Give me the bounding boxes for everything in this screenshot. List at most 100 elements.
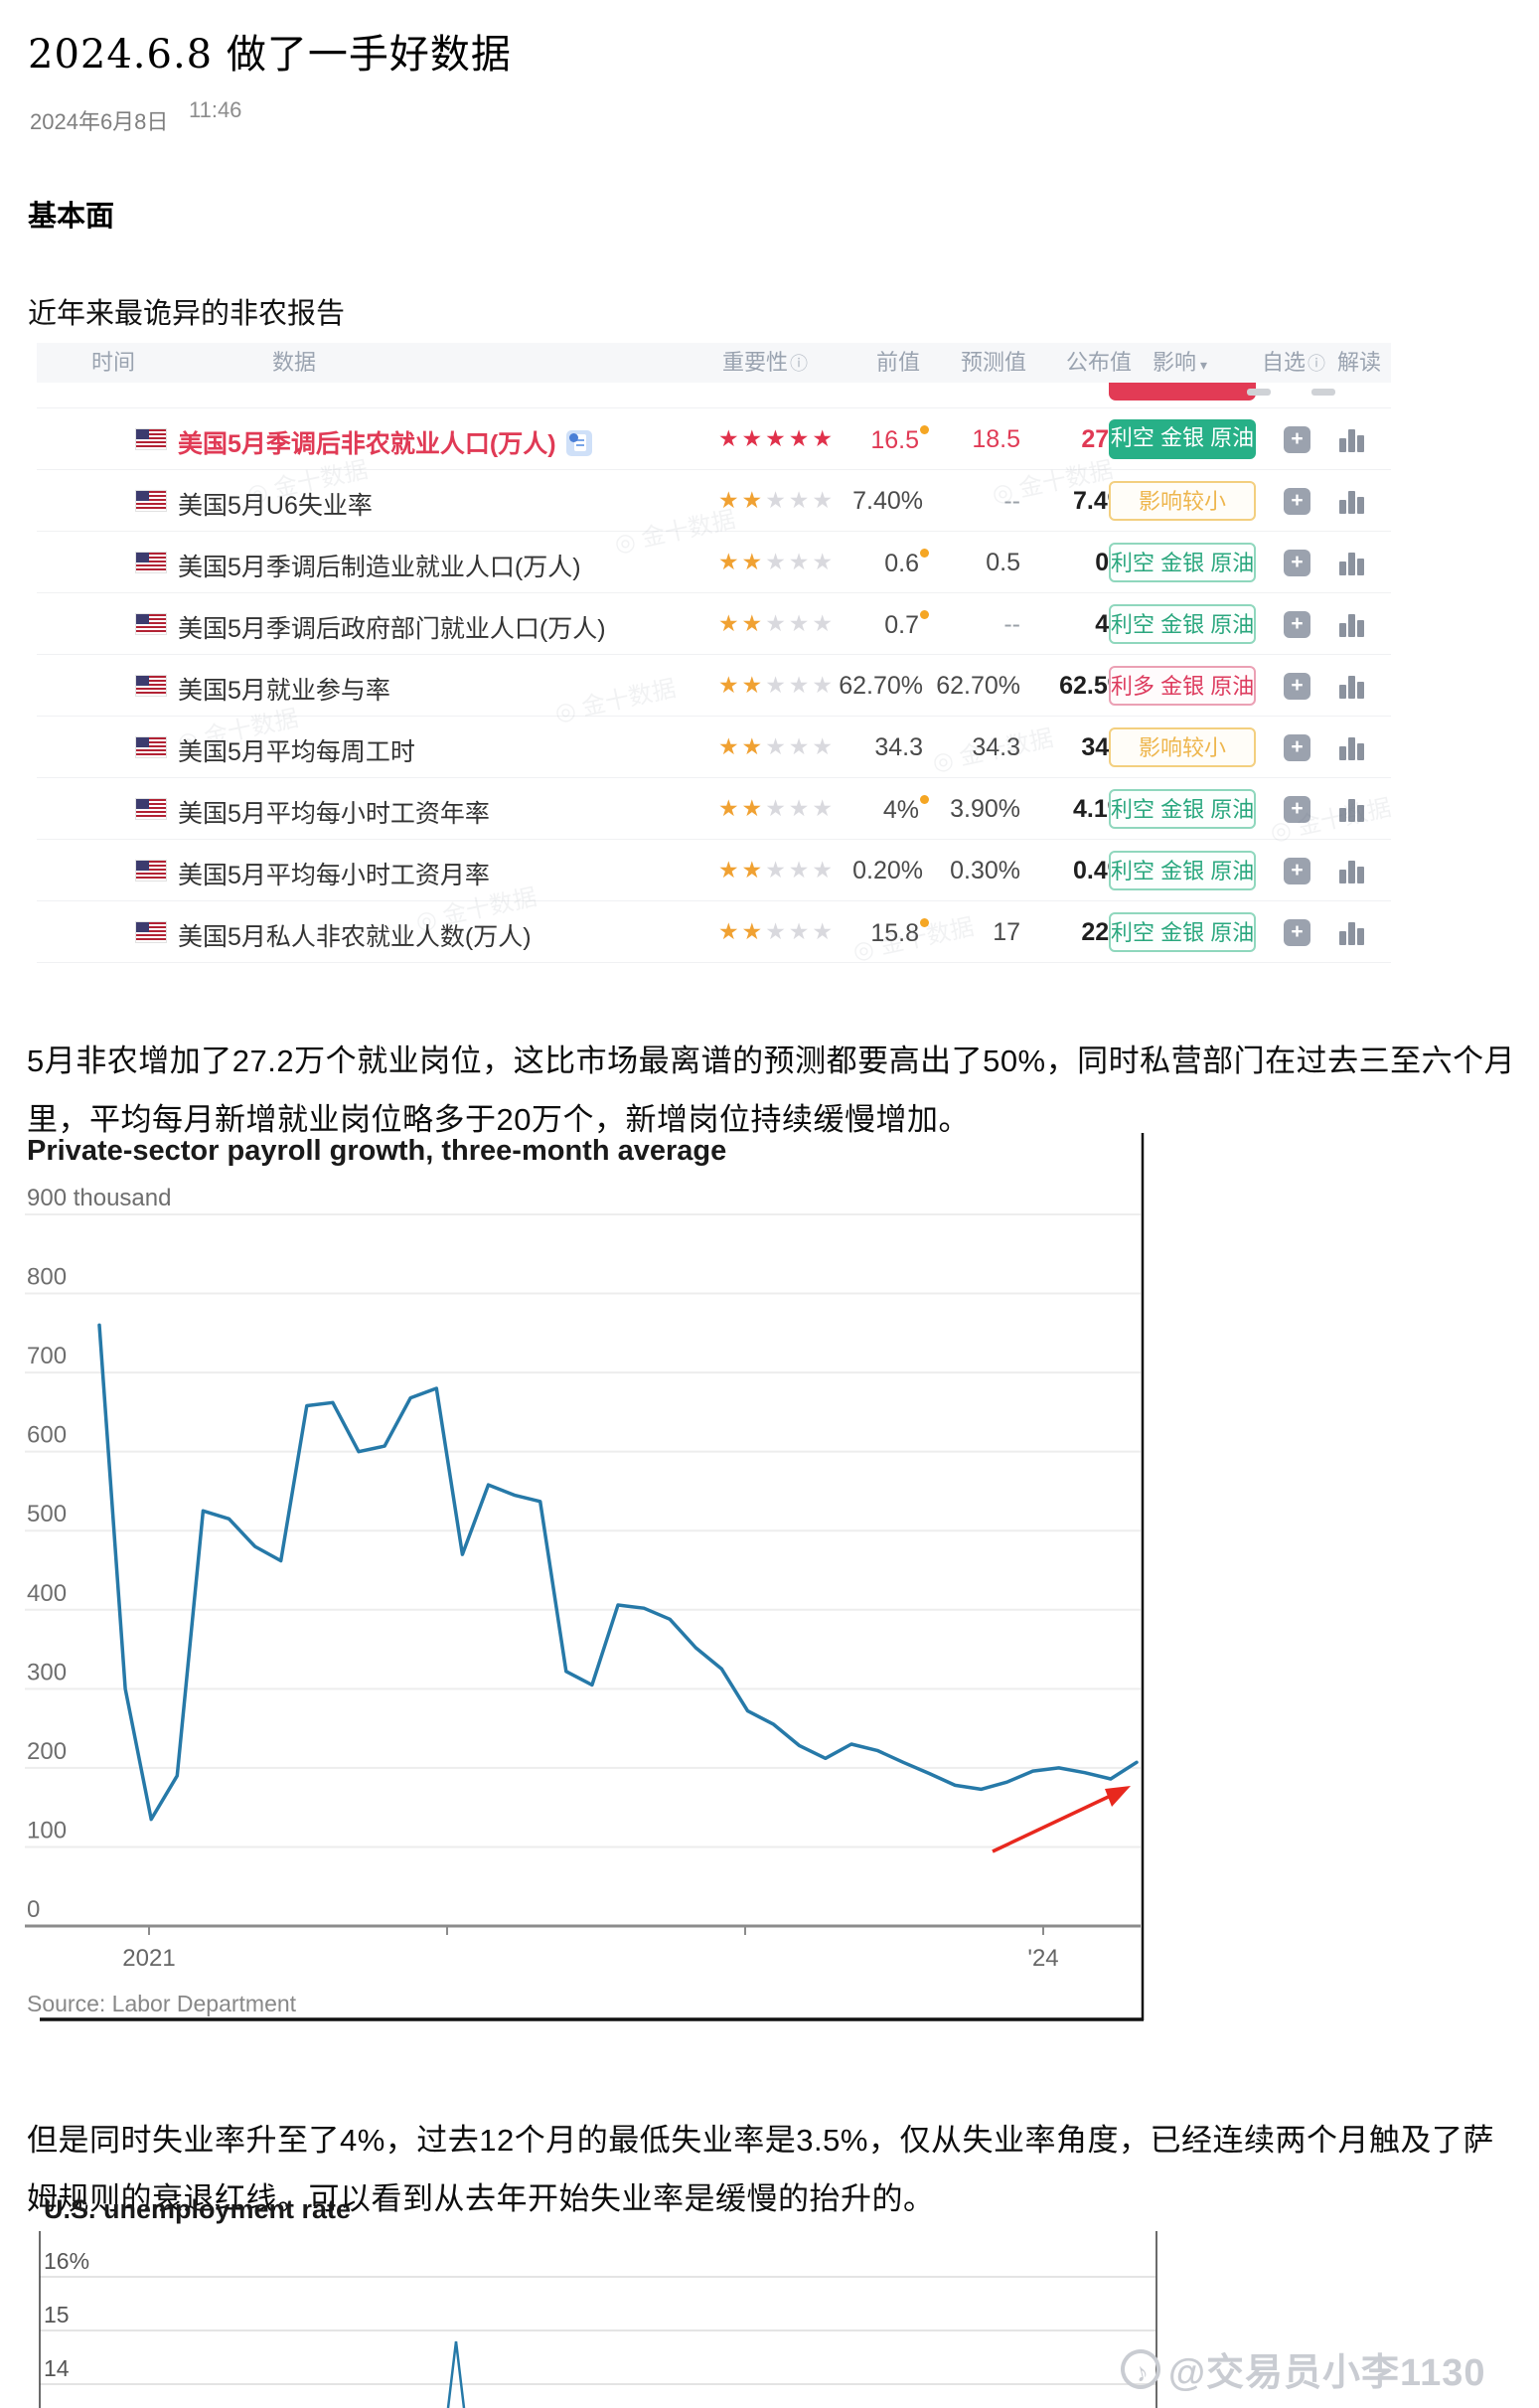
us-flag-icon xyxy=(136,676,166,696)
us-flag-icon xyxy=(136,922,166,942)
add-favorite-button[interactable]: + xyxy=(1284,734,1310,761)
publish-time: 11:46 xyxy=(189,97,242,122)
impact-badge: 利空 金银 原油 xyxy=(1109,604,1256,644)
indicator-name[interactable]: 美国5月平均每周工时 xyxy=(178,738,415,766)
table-row[interactable]: 美国5月私人非农就业人数(万人) ★★★★★ 15.8 17 22.9 利空 金银 原油 + xyxy=(37,901,1391,963)
publish-date: 2024年6月8日 xyxy=(30,109,169,134)
previous-value: 7.40% xyxy=(852,487,923,515)
previous-value: 34.3 xyxy=(874,733,923,761)
history-chart-icon[interactable] xyxy=(1338,488,1366,515)
unemployment-line-series xyxy=(446,2340,466,2408)
paragraph-1: 5月非农增加了27.2万个就业岗位，这比市场最离谱的预测都要高出了50%，同时私… xyxy=(27,1043,1516,1137)
add-favorite-button[interactable]: + xyxy=(1284,426,1310,453)
table-row[interactable]: 美国5月季调后制造业就业人口(万人)★★★★★0.60.50.8利空 金银 原油… xyxy=(37,532,1391,593)
add-favorite-button[interactable]: + xyxy=(1284,550,1310,576)
impact-badge: 利空 金银 原油 xyxy=(1109,789,1256,829)
revision-dot xyxy=(920,549,929,558)
history-chart-icon[interactable] xyxy=(1338,550,1366,576)
interpretation-note-icon[interactable] xyxy=(565,430,592,456)
column-header-8: 自选 ⓘ xyxy=(1262,350,1326,375)
add-favorite-button[interactable]: + xyxy=(1284,858,1310,884)
history-chart-icon[interactable] xyxy=(1338,426,1366,453)
arrow-head xyxy=(1105,1786,1131,1807)
payroll-line-series xyxy=(97,1323,1139,1822)
lead-sentence: 近年来最诡异的非农报告 xyxy=(28,298,346,330)
importance-stars: ★★★★★ xyxy=(717,857,837,883)
indicator-name[interactable]: 美国5月就业参与率 xyxy=(178,677,390,705)
add-favorite-button[interactable]: + xyxy=(1284,673,1310,700)
column-header-1: 时间 xyxy=(91,350,136,375)
impact-badge: 影响较小 xyxy=(1109,481,1256,521)
column-header-2: 数据 xyxy=(272,350,317,375)
y-axis-label: 600 xyxy=(27,1422,67,1449)
impact-badge: 影响较小 xyxy=(1109,727,1256,767)
indicator-name[interactable]: 美国5月U6失业率 xyxy=(178,492,373,520)
info-icon[interactable]: ⓘ xyxy=(790,354,809,374)
history-chart-icon[interactable] xyxy=(1338,919,1366,946)
forecast-value: 34.3 xyxy=(972,733,1020,761)
indicator-name[interactable]: 美国5月平均每小时工资月率 xyxy=(178,862,490,889)
previous-value: 16.5 xyxy=(802,425,929,455)
revision-dot xyxy=(920,610,929,619)
history-chart-icon[interactable] xyxy=(1338,611,1366,638)
revision-dot xyxy=(920,795,929,804)
table-row[interactable]: 美国5月就业参与率 ★★★★★ 62.70% 62.70% 62.5% 利多 金银 原油 + xyxy=(37,655,1391,717)
y-axis-label: 300 xyxy=(27,1659,67,1686)
importance-stars: ★★★★★ xyxy=(717,672,837,698)
importance-stars: ★★★★★ xyxy=(717,549,837,574)
previous-value: 0.6 xyxy=(802,549,929,578)
previous-value: 0.20% xyxy=(852,857,923,884)
us-flag-icon xyxy=(136,614,166,634)
us-flag-icon xyxy=(136,737,166,757)
indicator-name[interactable]: 美国5月季调后制造业就业人口(万人) xyxy=(178,554,581,581)
add-favorite-button[interactable]: + xyxy=(1284,611,1310,638)
impact-badge: 利空 金银 原油 xyxy=(1109,543,1256,582)
table-row[interactable]: 美国5月平均每小时工资年率 ★★★★★ 4% 3.90% 4.1% 利空 金银 原油 + xyxy=(37,778,1391,840)
column-header-5: 预测值 xyxy=(961,350,1027,375)
table-row[interactable]: 美国5月平均每小时工资月率 ★★★★★ 0.20% 0.30% 0.4% 利空 金银 原油… xyxy=(37,840,1391,901)
add-favorite-button[interactable]: + xyxy=(1284,488,1310,515)
history-chart-icon[interactable] xyxy=(1338,673,1366,700)
y-axis-label: 15 xyxy=(44,2302,70,2328)
revision-dot xyxy=(920,425,929,434)
y-axis-label: 14 xyxy=(44,2355,70,2381)
add-favorite-button[interactable]: + xyxy=(1284,919,1310,946)
indicator-name[interactable]: 美国5月平均每小时工资年率 xyxy=(178,800,490,828)
us-flag-icon xyxy=(136,861,166,881)
forecast-value: 62.70% xyxy=(936,672,1020,700)
favorite-placeholder xyxy=(1247,389,1271,396)
section-heading: 基本面 xyxy=(28,201,115,233)
importance-stars: ★★★★★ xyxy=(717,610,837,636)
table-row[interactable]: 美国5月季调后非农就业人口(万人) ★★★★★ 16.5 18.5 27.2 利空 金银 … xyxy=(37,408,1391,470)
history-chart-icon[interactable] xyxy=(1338,858,1366,884)
us-flag-icon xyxy=(136,429,166,449)
page-title: 2024.6.8 做了一手好数据 xyxy=(28,32,512,78)
info-icon[interactable]: ⓘ xyxy=(1308,354,1326,374)
impact-badge: 利空 金银 原油 xyxy=(1109,851,1256,890)
paragraph-2: 但是同时失业率升至了4%，过去12个月的最低失业率是3.5%，仅从失业率角度，已… xyxy=(27,2123,1494,2216)
y-axis-label: 500 xyxy=(27,1501,67,1527)
y-axis-label: 800 xyxy=(27,1264,67,1291)
revision-dot xyxy=(920,918,929,927)
add-favorite-button[interactable]: + xyxy=(1284,796,1310,823)
forecast-value: -- xyxy=(1003,487,1020,515)
column-header-9: 解读 xyxy=(1337,350,1382,375)
history-chart-icon[interactable] xyxy=(1338,796,1366,823)
indicator-name[interactable]: 美国5月私人非农就业人数(万人) xyxy=(178,923,532,951)
music-note-icon: ♪ xyxy=(1116,2344,1165,2393)
indicator-name[interactable]: 美国5月季调后非农就业人口(万人) xyxy=(178,424,592,460)
history-chart-icon[interactable] xyxy=(1338,734,1366,761)
table-row[interactable]: 美国5月季调后政府部门就业人口(万人)★★★★★0.7--4.3利空 金银 原油… xyxy=(37,593,1391,655)
table-row[interactable]: 美国5月平均每周工时 ★★★★★ 34.3 34.3 34.3 影响较小 + xyxy=(37,717,1391,778)
y-axis-label: 100 xyxy=(27,1817,67,1844)
previous-value: 15.8 xyxy=(802,918,929,948)
table-row[interactable]: 美国5月U6失业率 ★★★★★ 7.40% -- 7.4% 影响较小 + xyxy=(37,470,1391,532)
y-axis-label: 0 xyxy=(27,1896,40,1923)
chevron-down-icon: ▾ xyxy=(1200,357,1208,373)
column-header-7[interactable]: 影响 ▾ xyxy=(1153,350,1208,375)
economic-calendar-table: 时间 数据 重要性 ⓘ 前值 预测值 公布值 影响 ▾ 自选 ⓘ 解读 美国5月季调后非农就业人口(万… xyxy=(37,343,1394,979)
indicator-name[interactable]: 美国5月季调后政府部门就业人口(万人) xyxy=(178,615,606,643)
y-axis-label: 16% xyxy=(44,2248,89,2274)
us-flag-icon xyxy=(136,799,166,819)
